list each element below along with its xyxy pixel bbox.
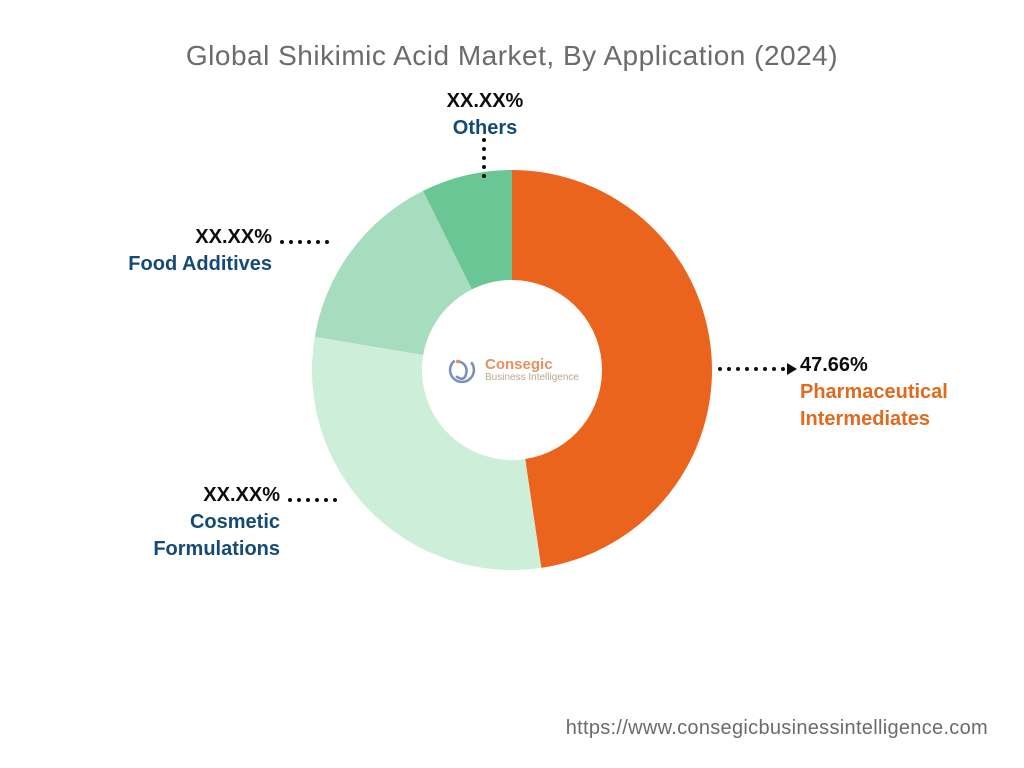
pct-others: XX.XX%: [420, 88, 550, 115]
leader-others: [482, 138, 486, 178]
center-logo: Consegic Business Intelligence: [427, 353, 597, 387]
donut-chart: Consegic Business Intelligence: [312, 170, 712, 570]
pct-food: XX.XX%: [122, 224, 272, 251]
callout-others: XX.XX% Others: [420, 88, 550, 142]
lbl-others: Others: [420, 115, 550, 142]
pct-cosmetic: XX.XX%: [70, 482, 280, 509]
logo-icon: [445, 353, 479, 387]
callout-pharma: 47.66% Pharmaceutical Intermediates: [800, 352, 1024, 433]
lbl-food: Food Additives: [122, 251, 272, 278]
callout-cosmetic: XX.XX% Cosmetic Formulations: [70, 482, 280, 563]
pct-pharma: 47.66%: [800, 352, 1024, 379]
leader-food: [280, 240, 329, 244]
leader-pharma: [718, 363, 797, 375]
chart-title: Global Shikimic Acid Market, By Applicat…: [0, 40, 1024, 72]
logo-line2: Business Intelligence: [485, 373, 579, 384]
logo-line1: Consegic: [485, 357, 553, 373]
callout-food: XX.XX% Food Additives: [122, 224, 272, 278]
lbl-cosmetic: Cosmetic Formulations: [70, 509, 280, 563]
leader-cosmetic: [288, 498, 337, 502]
lbl-pharma: Pharmaceutical Intermediates: [800, 379, 1024, 433]
footer-url: https://www.consegicbusinessintelligence…: [566, 717, 988, 740]
